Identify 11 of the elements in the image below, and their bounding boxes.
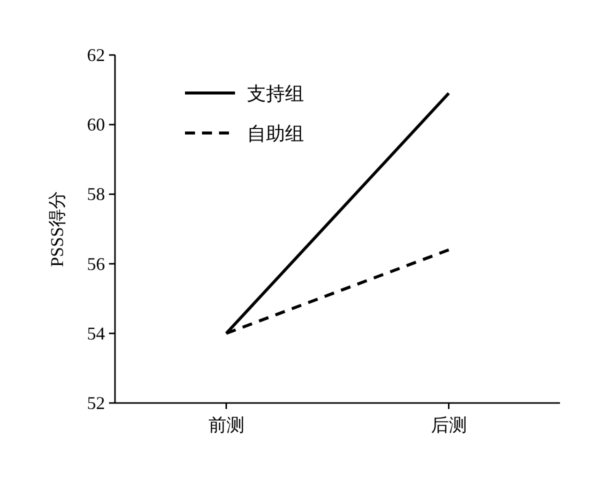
y-tick-label: 54: [87, 323, 105, 344]
y-tick-label: 62: [87, 45, 105, 65]
legend-label: 支持组: [247, 83, 304, 105]
y-tick-label: 56: [87, 254, 105, 274]
y-tick-label: 58: [87, 184, 105, 204]
y-axis-title: PSSS得分: [47, 190, 67, 268]
legend-label: 自助组: [247, 123, 304, 145]
x-tick-label: 后测: [430, 415, 467, 436]
x-tick-label: 前测: [208, 415, 244, 436]
y-tick-label: 60: [87, 114, 105, 135]
y-tick-label: 52: [87, 393, 105, 413]
